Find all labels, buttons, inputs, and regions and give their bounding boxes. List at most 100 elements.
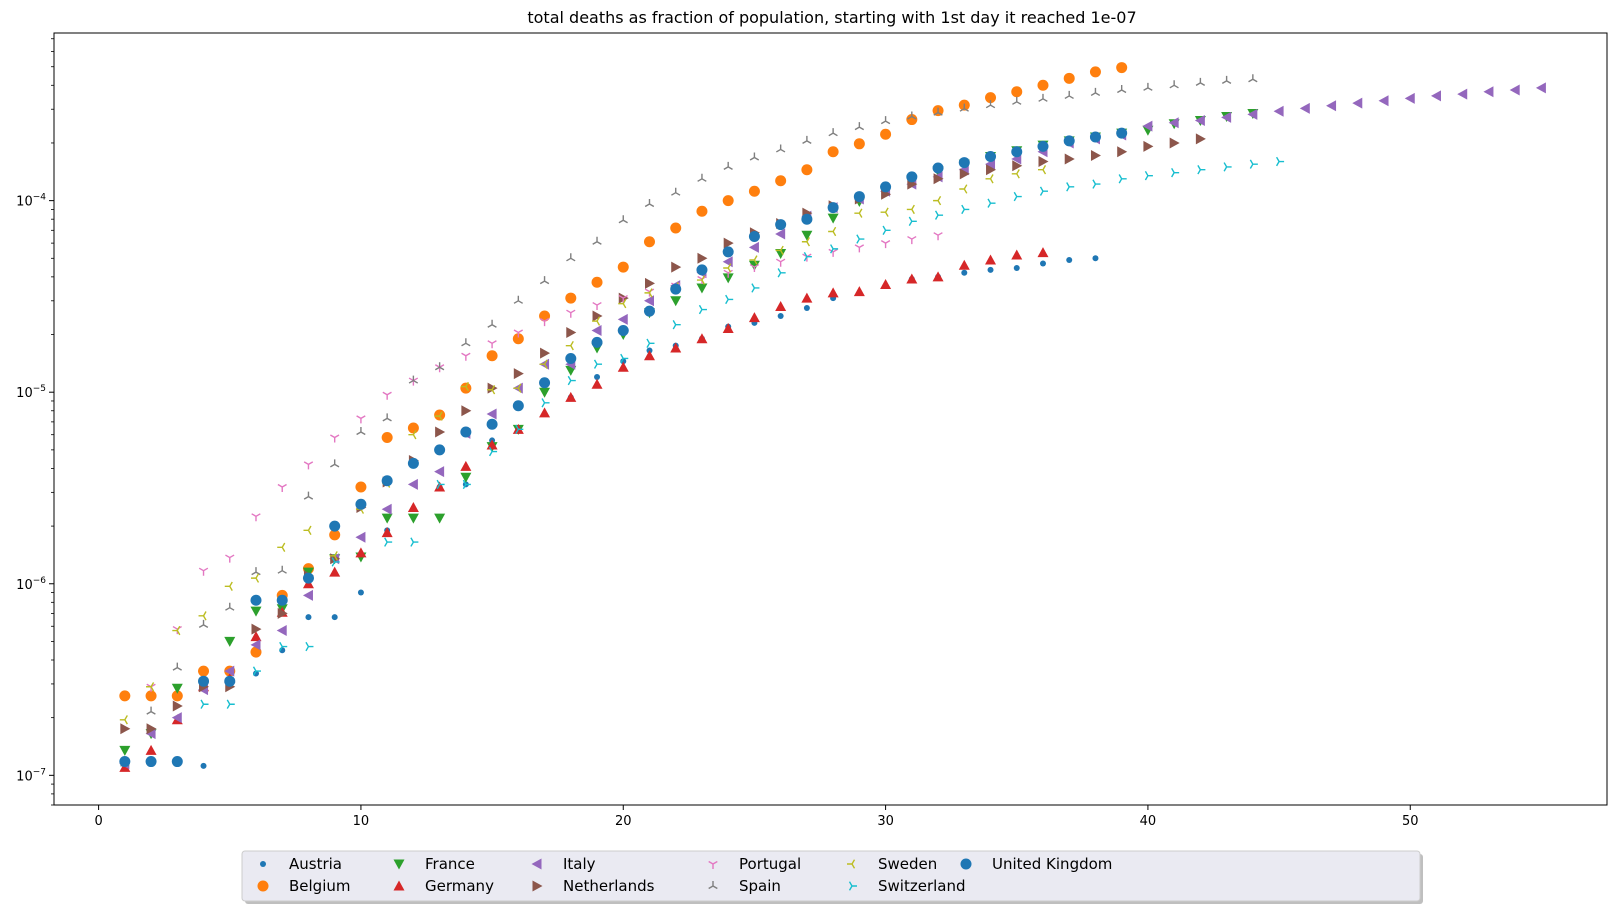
point-sweden: [513, 383, 522, 393]
legend-item-austria[interactable]: Austria: [260, 855, 342, 873]
legend-item-italy[interactable]: Italy: [531, 855, 596, 873]
point-netherlands: [1143, 140, 1154, 152]
point-germany: [722, 323, 734, 334]
point-spain: [303, 491, 314, 500]
point-italy: [1273, 105, 1284, 117]
point-italy: [224, 665, 235, 677]
point-spain: [985, 100, 996, 109]
point-united-kingdom: [198, 675, 210, 687]
point-italy: [617, 313, 628, 325]
point-switzerland: [1223, 162, 1232, 172]
legend-item-united-kingdom[interactable]: United Kingdom: [960, 855, 1113, 873]
point-belgium: [775, 175, 787, 187]
point-france: [801, 230, 813, 241]
point-austria: [1013, 264, 1020, 271]
legend-item-spain[interactable]: Spain: [708, 877, 781, 895]
point-switzerland: [200, 699, 209, 709]
point-spain: [671, 187, 681, 196]
point-switzerland: [410, 537, 419, 547]
point-united-kingdom: [722, 246, 734, 258]
point-switzerland: [567, 375, 576, 386]
point-portugal: [198, 567, 209, 576]
legend-label: France: [425, 855, 475, 873]
point-united-kingdom: [460, 426, 472, 438]
point-spain: [618, 215, 628, 224]
point-switzerland: [541, 398, 550, 408]
point-sweden: [985, 174, 994, 184]
x-tick-label: 30: [877, 814, 894, 829]
point-switzerland: [1092, 179, 1101, 189]
point-italy: [1142, 120, 1153, 132]
point-sweden: [224, 581, 233, 591]
point-spain: [172, 662, 182, 671]
point-switzerland: [252, 666, 261, 676]
point-spain: [434, 362, 445, 371]
point-sweden: [303, 525, 312, 536]
legend-item-germany[interactable]: Germany: [393, 877, 495, 895]
point-italy: [643, 295, 654, 307]
legend-item-france[interactable]: France: [393, 855, 475, 873]
point-sweden: [1037, 165, 1047, 175]
point-united-kingdom: [1089, 131, 1101, 143]
point-france: [670, 296, 682, 307]
legend-marker-sweden: [847, 859, 856, 869]
point-united-kingdom: [119, 756, 131, 768]
point-netherlands: [644, 277, 655, 289]
legend-marker-italy: [531, 858, 542, 870]
point-italy: [1509, 84, 1520, 96]
point-sweden: [775, 245, 784, 256]
point-france: [434, 513, 446, 524]
point-austria: [200, 762, 207, 769]
point-portugal: [330, 434, 340, 443]
point-portugal: [303, 461, 314, 470]
point-netherlands: [959, 168, 970, 180]
point-belgium: [171, 690, 183, 702]
point-germany: [985, 254, 997, 265]
point-netherlands: [461, 405, 472, 417]
legend-item-sweden[interactable]: Sweden: [847, 855, 937, 873]
point-italy: [591, 324, 602, 336]
point-netherlands: [592, 310, 603, 322]
point-spain: [566, 253, 576, 262]
point-italy: [407, 478, 418, 490]
point-italy: [1326, 100, 1337, 112]
point-belgium: [119, 690, 131, 702]
point-united-kingdom: [381, 475, 393, 487]
point-germany: [381, 527, 393, 538]
legend-label: Netherlands: [563, 877, 655, 895]
point-belgium: [827, 146, 839, 158]
legend[interactable]: Austria Belgium France Germany Italy Netherla…: [241, 850, 1423, 904]
legend-marker-germany: [393, 880, 405, 891]
point-spain: [592, 236, 602, 245]
legend-item-switzerland[interactable]: Switzerland: [848, 877, 966, 895]
point-united-kingdom: [670, 283, 682, 295]
legend-item-portugal[interactable]: Portugal: [708, 855, 801, 873]
point-belgium: [906, 114, 918, 126]
point-austria: [803, 305, 810, 312]
point-united-kingdom: [827, 202, 839, 214]
point-netherlands: [1117, 146, 1128, 158]
point-netherlands: [540, 347, 551, 359]
point-belgium: [355, 481, 367, 493]
point-switzerland: [226, 699, 235, 709]
point-spain: [539, 276, 550, 285]
legend-item-netherlands[interactable]: Netherlands: [532, 877, 655, 895]
point-france: [827, 213, 839, 224]
point-switzerland: [384, 537, 393, 547]
point-france: [119, 745, 131, 756]
point-italy: [355, 531, 366, 543]
point-united-kingdom: [853, 191, 865, 203]
point-germany: [775, 301, 787, 312]
point-united-kingdom: [486, 418, 498, 430]
point-portugal: [434, 364, 445, 373]
point-sweden: [408, 430, 417, 440]
point-france: [696, 283, 708, 294]
point-sweden: [723, 263, 732, 273]
point-spain: [749, 152, 760, 161]
legend-item-belgium[interactable]: Belgium: [257, 877, 351, 895]
point-portugal: [933, 232, 943, 241]
series-spain: [120, 74, 1258, 767]
point-switzerland: [1275, 156, 1285, 167]
point-switzerland: [1144, 170, 1153, 181]
series-united-kingdom: [119, 127, 1128, 768]
